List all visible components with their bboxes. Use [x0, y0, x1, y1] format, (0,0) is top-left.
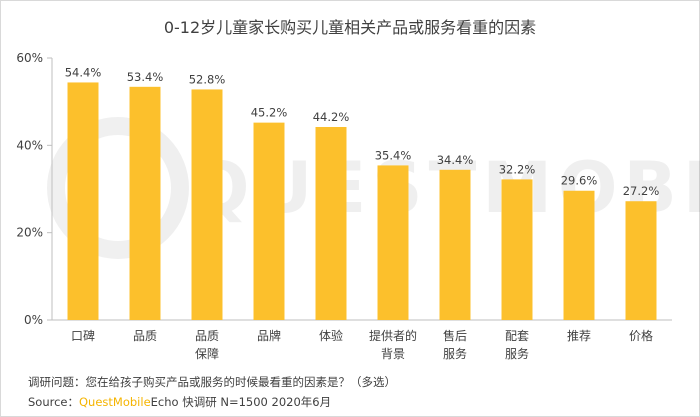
source-brand: QuestMobile [79, 395, 151, 409]
source-prefix: Source： [28, 395, 79, 409]
data-label: 32.2% [499, 162, 536, 176]
data-label: 52.8% [189, 72, 226, 86]
bar [67, 82, 99, 320]
data-label: 44.2% [313, 110, 350, 124]
bar [501, 179, 533, 320]
x-tick-label: 配套服务 [505, 329, 529, 361]
bar [129, 86, 161, 320]
x-tick-label: 品质保障 [195, 329, 219, 361]
chart-title: 0-12岁儿童家长购买儿童相关产品或服务看重的因素 [163, 18, 537, 37]
bar [439, 169, 471, 320]
source-line: Source：QuestMobileEcho 快调研 N=1500 2020年6… [28, 394, 331, 410]
x-tick-label: 体验 [319, 328, 343, 343]
x-tick-label: 口碑 [71, 328, 95, 343]
y-tick-label: 60% [16, 51, 43, 65]
y-tick-label: 0% [24, 313, 43, 327]
y-tick-label: 40% [16, 138, 43, 152]
x-tick-label: 售后服务 [443, 328, 467, 361]
x-axis-labels: 口碑 品质 品质保障 品牌 体验 提供者的背景 售后服务 配套服务 推荐 价格 [71, 328, 653, 361]
x-tick-label: 品质 [133, 329, 157, 343]
bar [563, 190, 595, 320]
bar [191, 89, 223, 320]
data-label: 34.4% [437, 153, 474, 167]
data-labels: 54.4% 53.4% 52.8% 45.2% 44.2% 35.4% 34.4% 32.2%… [65, 65, 660, 198]
x-tick-label: 品牌 [257, 329, 281, 343]
source-rest: Echo 快调研 N=1500 2020年6月 [150, 395, 332, 409]
bar [377, 165, 409, 320]
data-label: 29.6% [561, 174, 598, 188]
x-tick-label: 价格 [629, 328, 653, 343]
bars [67, 82, 657, 320]
data-label: 45.2% [251, 106, 288, 120]
y-tick-label: 20% [16, 226, 43, 240]
bar [625, 201, 657, 320]
x-tick-label: 推荐 [567, 329, 591, 343]
data-label: 27.2% [623, 184, 660, 198]
survey-question: 调研问题：您在给孩子购买产品或服务的时候最看重的因素是？（多选） [28, 375, 396, 389]
data-label: 35.4% [375, 148, 412, 162]
bar [253, 122, 285, 320]
data-label: 53.4% [127, 70, 164, 84]
x-tick-label: 提供者的背景 [369, 328, 417, 361]
data-label: 54.4% [65, 65, 102, 79]
bar [315, 126, 347, 320]
